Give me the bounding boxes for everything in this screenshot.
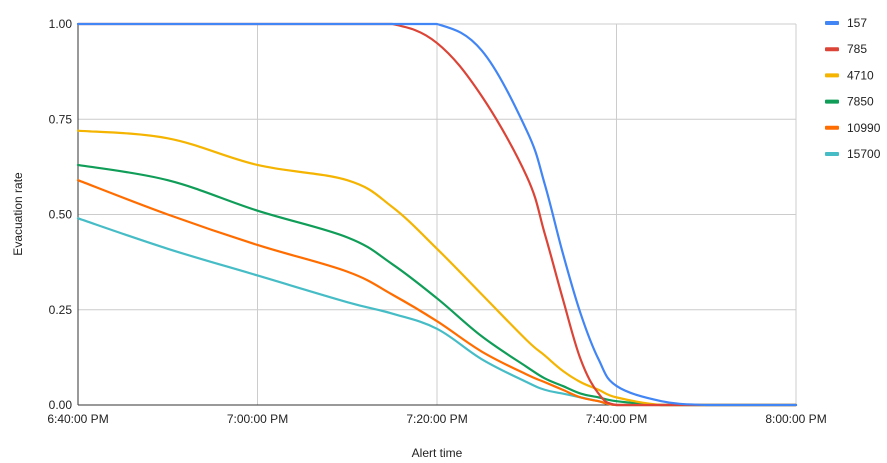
y-axis-title: Evacuation rate	[11, 172, 25, 256]
x-tick-label: 6:40:00 PM	[47, 412, 108, 426]
legend-label-7850: 7850	[847, 95, 874, 109]
gridlines	[78, 23, 797, 405]
x-axis-title: Alert time	[412, 446, 463, 458]
legend-swatch-4710	[825, 73, 839, 78]
y-tick-label: 0.25	[49, 303, 73, 317]
legend-label-15700: 15700	[847, 147, 881, 161]
x-tick-label: 8:00:00 PM	[765, 412, 826, 426]
legend-swatch-785	[825, 47, 839, 52]
y-tick-label: 0.75	[49, 112, 73, 126]
y-tick-label: 1.00	[49, 17, 73, 31]
legend-swatch-7850	[825, 99, 839, 104]
legend-swatch-10990	[825, 125, 839, 130]
x-tick-label: 7:00:00 PM	[227, 412, 288, 426]
series-lines	[76, 22, 798, 407]
legend-label-785: 785	[847, 42, 867, 56]
y-tick-label: 0.50	[49, 208, 73, 222]
legend-swatch-15700	[825, 152, 839, 156]
series-line-157	[76, 22, 798, 407]
legend: 157 785 4710 7850 10990 15700	[825, 16, 881, 161]
x-tick-label: 7:40:00 PM	[586, 412, 647, 426]
legend-label-157: 157	[847, 16, 867, 30]
legend-swatch-157	[825, 21, 839, 25]
y-tick-label: 0.00	[49, 398, 73, 412]
legend-label-4710: 4710	[847, 68, 874, 82]
tick-labels: 0.00 0.25 0.50 0.75 1.00 6:40:00 PM 7:00:00 PM…	[47, 17, 826, 426]
x-tick-label: 7:20:00 PM	[406, 412, 467, 426]
legend-label-10990: 10990	[847, 121, 881, 135]
